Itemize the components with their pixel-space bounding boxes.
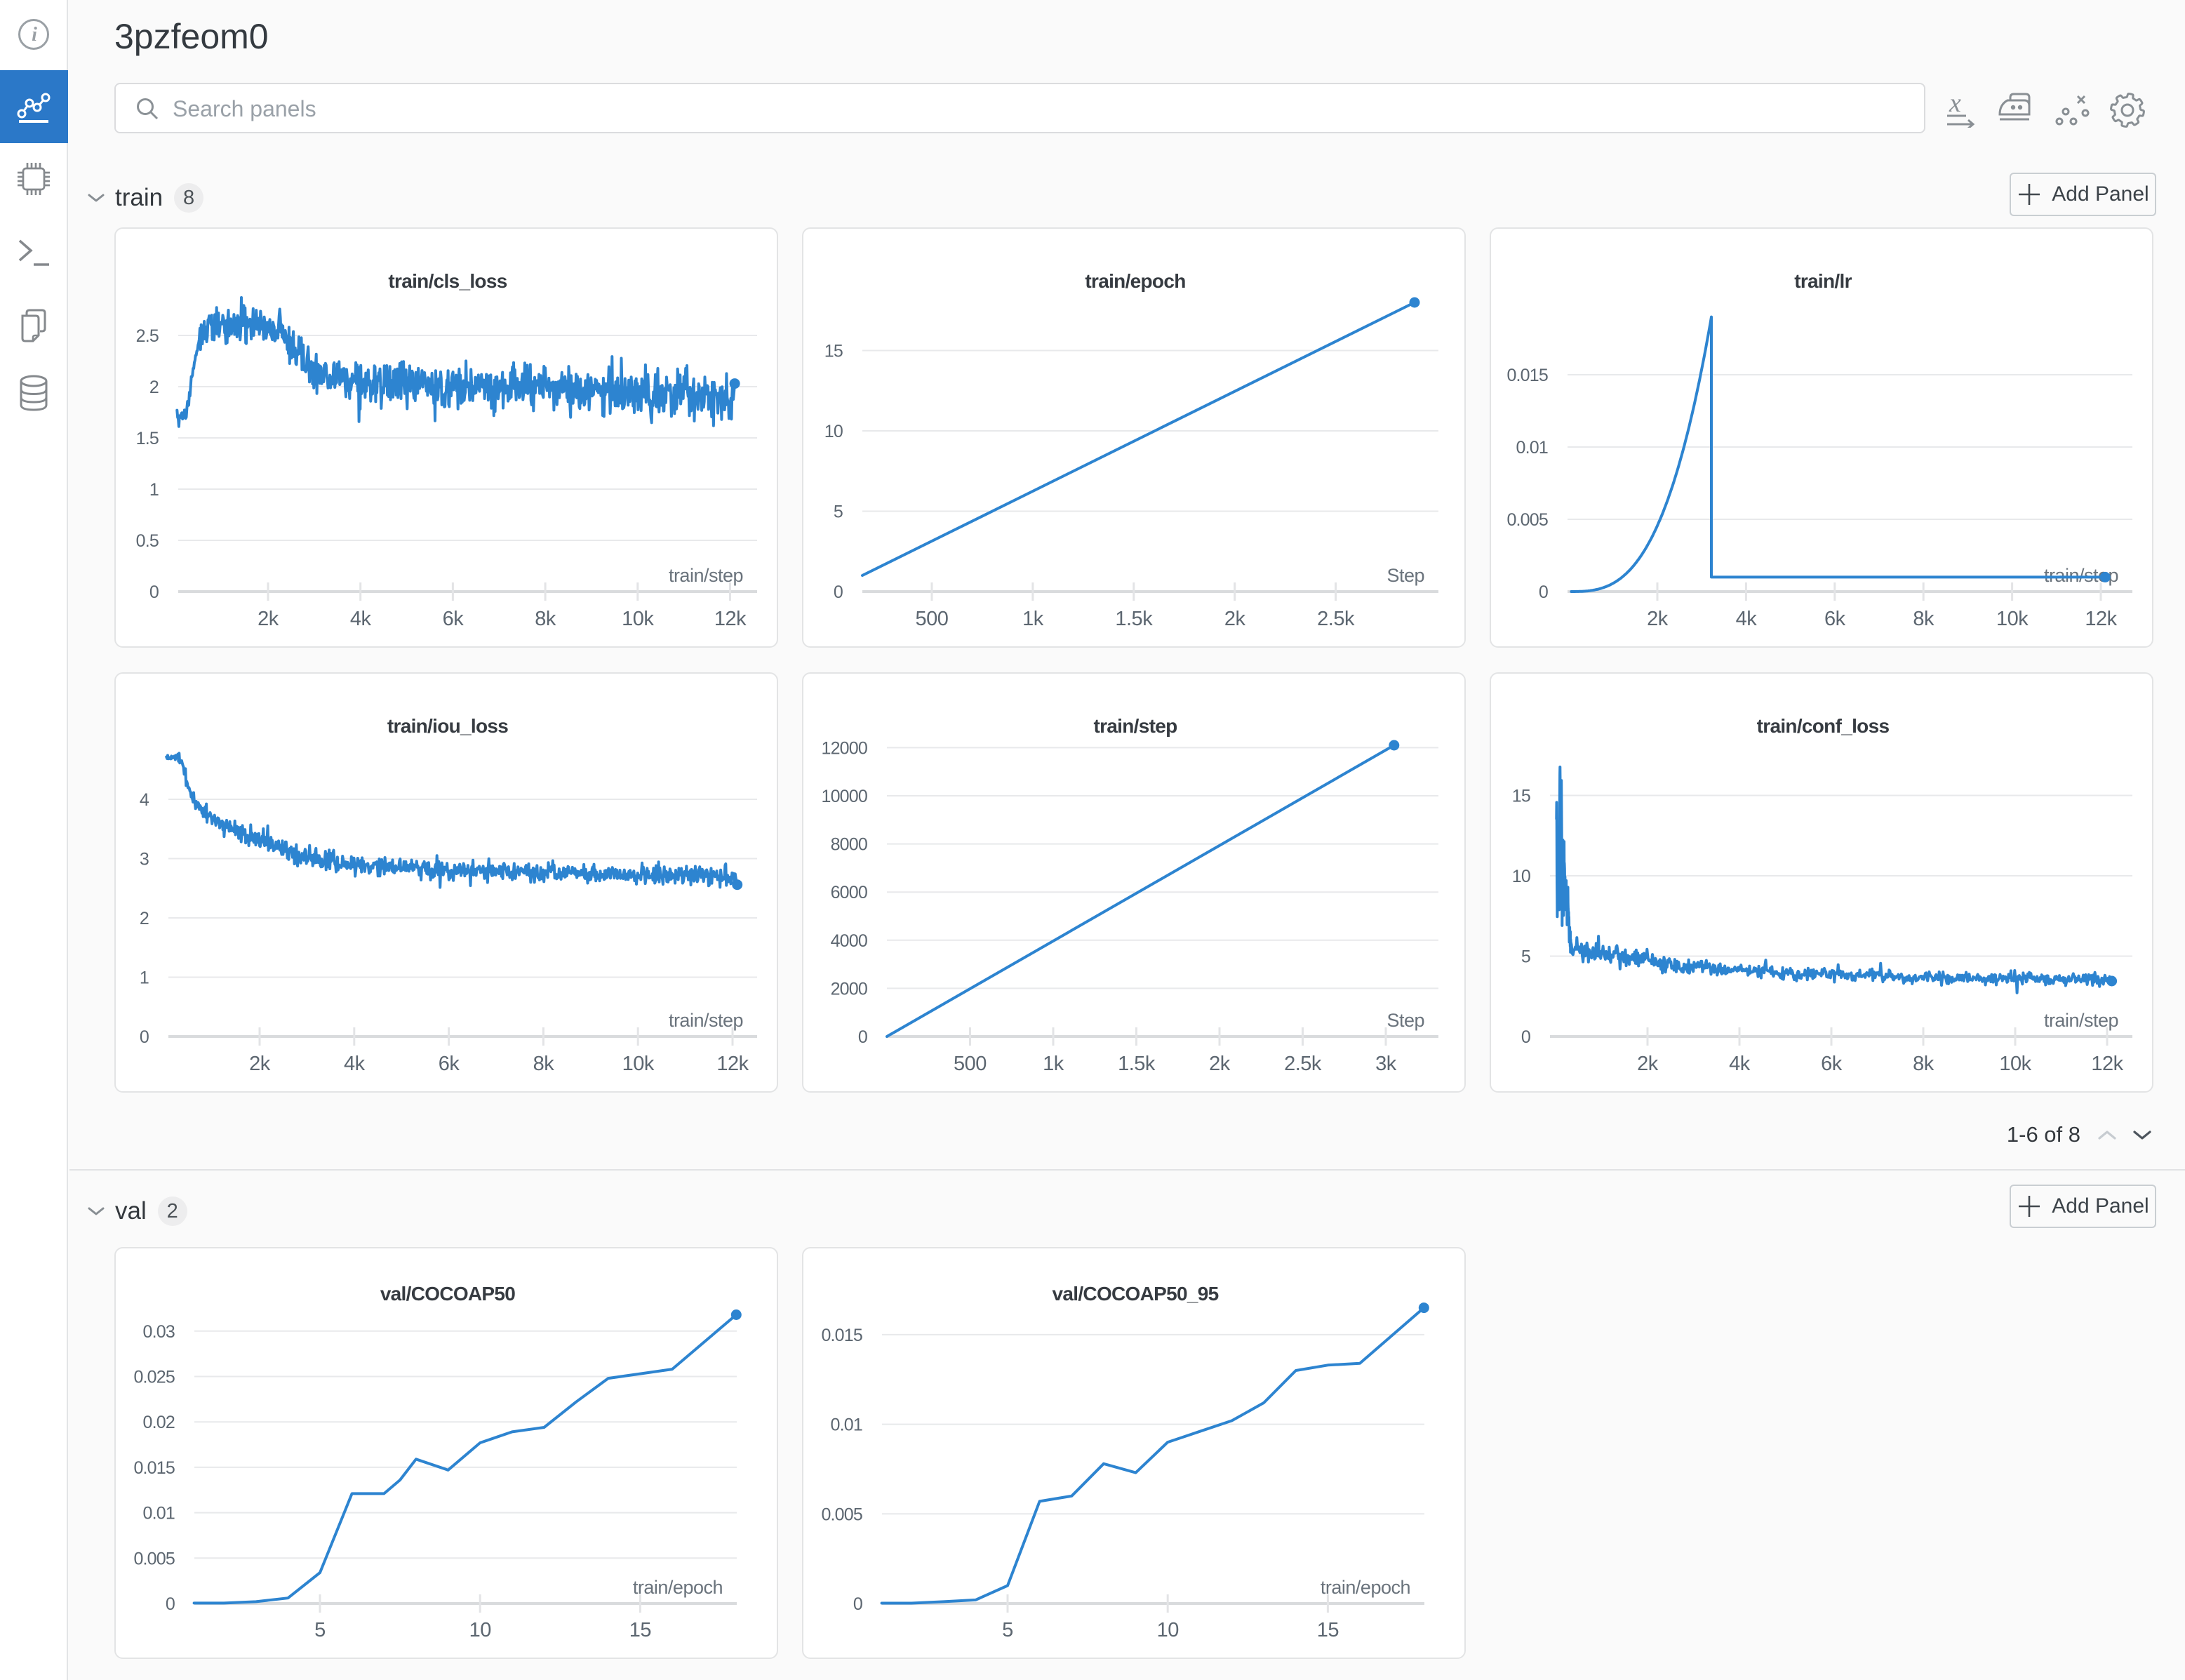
- svg-text:train/step: train/step: [669, 565, 743, 586]
- svg-text:0.01: 0.01: [1516, 438, 1548, 458]
- svg-text:4k: 4k: [350, 608, 372, 630]
- svg-text:4k: 4k: [344, 1053, 366, 1075]
- svg-text:10: 10: [1157, 1619, 1179, 1641]
- svg-text:0: 0: [1521, 1027, 1530, 1047]
- svg-text:10k: 10k: [1999, 1053, 2031, 1075]
- svg-text:0.015: 0.015: [133, 1458, 175, 1478]
- svg-text:0.01: 0.01: [143, 1504, 175, 1524]
- svg-text:2.5k: 2.5k: [1284, 1053, 1322, 1075]
- svg-text:2k: 2k: [1224, 608, 1246, 630]
- svg-text:10000: 10000: [821, 787, 867, 806]
- svg-text:10: 10: [469, 1619, 491, 1641]
- svg-text:1.5: 1.5: [136, 429, 159, 448]
- svg-text:2k: 2k: [1647, 608, 1669, 630]
- svg-text:0: 0: [149, 582, 159, 602]
- svg-text:0.02: 0.02: [143, 1413, 175, 1432]
- svg-text:1k: 1k: [1022, 608, 1044, 630]
- svg-text:0: 0: [858, 1027, 867, 1047]
- svg-text:0.5: 0.5: [136, 531, 159, 551]
- svg-text:0: 0: [166, 1594, 175, 1614]
- svg-text:8k: 8k: [535, 608, 556, 630]
- svg-text:0.015: 0.015: [1506, 366, 1548, 385]
- svg-text:train/step: train/step: [1093, 715, 1177, 737]
- svg-text:i: i: [32, 24, 37, 46]
- svg-text:2k: 2k: [258, 608, 279, 630]
- svg-text:0: 0: [140, 1027, 149, 1047]
- svg-text:0.005: 0.005: [821, 1505, 862, 1524]
- svg-text:0.01: 0.01: [831, 1415, 862, 1435]
- svg-text:500: 500: [954, 1053, 987, 1075]
- svg-text:10: 10: [824, 422, 843, 441]
- svg-text:4: 4: [140, 790, 149, 810]
- svg-text:train/epoch: train/epoch: [633, 1577, 723, 1598]
- svg-text:4k: 4k: [1736, 608, 1758, 630]
- svg-text:2.5k: 2.5k: [1317, 608, 1355, 630]
- svg-text:5: 5: [1521, 947, 1530, 967]
- svg-text:x: x: [1949, 93, 1961, 118]
- svg-text:0: 0: [1539, 582, 1548, 602]
- svg-text:6k: 6k: [443, 608, 465, 630]
- svg-text:8k: 8k: [1913, 608, 1935, 630]
- svg-text:12k: 12k: [714, 608, 747, 630]
- svg-text:5: 5: [314, 1619, 326, 1641]
- svg-text:train/iou_loss: train/iou_loss: [387, 715, 508, 737]
- svg-text:1: 1: [149, 480, 159, 500]
- svg-text:0: 0: [834, 582, 843, 602]
- svg-text:4k: 4k: [1729, 1053, 1751, 1075]
- svg-text:500: 500: [916, 608, 949, 630]
- svg-text:8k: 8k: [1913, 1053, 1935, 1075]
- svg-text:5: 5: [834, 502, 843, 522]
- svg-text:8k: 8k: [533, 1053, 555, 1075]
- svg-text:Step: Step: [1386, 565, 1424, 586]
- svg-text:2.5: 2.5: [136, 326, 159, 346]
- svg-text:train/cls_loss: train/cls_loss: [388, 270, 507, 292]
- svg-text:10k: 10k: [1996, 608, 2029, 630]
- svg-text:15: 15: [629, 1619, 651, 1641]
- svg-text:1.5k: 1.5k: [1118, 1053, 1156, 1075]
- svg-text:6000: 6000: [831, 883, 867, 902]
- svg-text:3k: 3k: [1375, 1053, 1397, 1075]
- svg-text:train/epoch: train/epoch: [1085, 270, 1185, 292]
- svg-text:val/COCOAP50_95: val/COCOAP50_95: [1053, 1283, 1219, 1305]
- svg-text:1.5k: 1.5k: [1115, 608, 1153, 630]
- svg-text:0.025: 0.025: [133, 1368, 175, 1387]
- svg-text:2k: 2k: [1637, 1053, 1659, 1075]
- svg-text:6k: 6k: [439, 1053, 460, 1075]
- svg-text:val/COCOAP50: val/COCOAP50: [380, 1283, 515, 1305]
- svg-text:1: 1: [140, 968, 149, 988]
- svg-text:2k: 2k: [1209, 1053, 1231, 1075]
- svg-text:train/conf_loss: train/conf_loss: [1757, 715, 1890, 737]
- svg-text:2000: 2000: [831, 979, 867, 999]
- svg-text:4000: 4000: [831, 931, 867, 951]
- svg-text:0.005: 0.005: [133, 1549, 175, 1568]
- svg-text:2: 2: [149, 378, 159, 397]
- svg-text:2: 2: [140, 909, 149, 928]
- svg-text:train/lr: train/lr: [1794, 270, 1852, 292]
- svg-text:train/step: train/step: [2044, 1010, 2118, 1031]
- svg-text:1k: 1k: [1043, 1053, 1064, 1075]
- svg-text:12k: 12k: [2085, 608, 2117, 630]
- svg-text:6k: 6k: [1824, 608, 1846, 630]
- svg-text:10k: 10k: [622, 608, 654, 630]
- svg-text:train/step: train/step: [669, 1010, 743, 1031]
- svg-text:0.03: 0.03: [143, 1322, 175, 1342]
- svg-text:12k: 12k: [716, 1053, 749, 1075]
- svg-text:15: 15: [1512, 787, 1530, 806]
- svg-text:10k: 10k: [622, 1053, 655, 1075]
- svg-text:3: 3: [140, 850, 149, 869]
- svg-text:12k: 12k: [2091, 1053, 2123, 1075]
- svg-text:8000: 8000: [831, 835, 867, 855]
- svg-text:5: 5: [1002, 1619, 1013, 1641]
- svg-text:train/epoch: train/epoch: [1321, 1577, 1410, 1598]
- svg-text:12000: 12000: [821, 738, 867, 758]
- svg-text:0.015: 0.015: [821, 1326, 862, 1345]
- svg-text:15: 15: [824, 342, 843, 361]
- svg-text:15: 15: [1317, 1619, 1339, 1641]
- svg-text:10: 10: [1512, 867, 1530, 886]
- svg-text:0: 0: [853, 1594, 862, 1614]
- svg-text:6k: 6k: [1821, 1053, 1843, 1075]
- svg-text:2k: 2k: [249, 1053, 271, 1075]
- svg-text:Step: Step: [1386, 1010, 1424, 1031]
- svg-text:0.005: 0.005: [1506, 510, 1548, 530]
